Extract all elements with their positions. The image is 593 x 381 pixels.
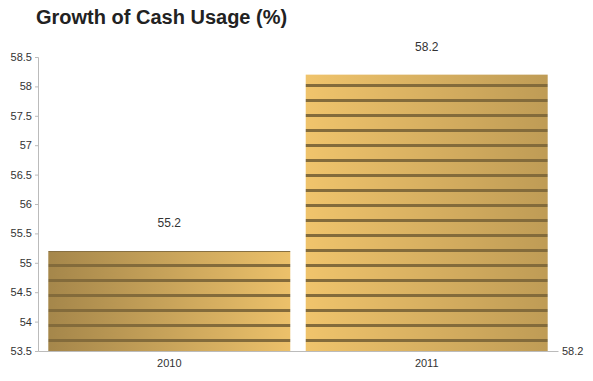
plot: 53.55454.55555.55656.55757.55858.5201020…: [11, 40, 584, 369]
y-tick-label: 56.5: [11, 169, 32, 181]
y-tick-mark: [35, 145, 38, 146]
y-tick-mark: [35, 116, 38, 117]
bar: [306, 75, 548, 351]
y-tick-label: 54: [20, 316, 32, 328]
chart-container: 53.55454.55555.55656.55757.55858.5201020…: [0, 0, 593, 381]
x-axis-line: [39, 351, 559, 352]
y-tick-mark: [35, 86, 38, 87]
chart-svg: 53.55454.55555.55656.55757.55858.5201020…: [0, 0, 593, 381]
y-tick: 54.5: [11, 286, 38, 298]
y-tick-mark: [35, 204, 38, 205]
data-label: 58.2: [415, 40, 439, 54]
bars: [48, 75, 547, 351]
y-tick: 54: [20, 316, 38, 328]
y-tick: 56.5: [11, 169, 38, 181]
x-axis: 2010 2011: [39, 351, 559, 369]
annotation: 58.2: [562, 345, 583, 357]
y-tick-label: 58.5: [11, 51, 32, 63]
y-tick-mark: [35, 263, 38, 264]
y-tick-label: 55: [20, 257, 32, 269]
y-tick-mark: [35, 351, 38, 352]
y-tick: 56: [20, 198, 38, 210]
y-tick: 58.5: [11, 51, 38, 63]
y-tick-mark: [35, 57, 38, 58]
data-labels: 55.2 58.2: [158, 40, 439, 230]
x-tick-label: 2010: [157, 357, 181, 369]
y-tick-mark: [35, 292, 38, 293]
x-tick-label: 2011: [415, 357, 439, 369]
y-tick-mark: [35, 233, 38, 234]
y-tick-label: 55.5: [11, 227, 32, 239]
y-axis-line: [35, 58, 39, 352]
y-tick-label: 54.5: [11, 286, 32, 298]
y-tick-label: 57.5: [11, 110, 32, 122]
y-tick-label: 53.5: [11, 345, 32, 357]
y-tick: 53.5: [11, 345, 38, 357]
y-tick: 58: [20, 80, 38, 92]
chart-title: Growth of Cash Usage (%): [36, 6, 287, 28]
y-tick-mark: [35, 322, 38, 323]
data-label: 55.2: [158, 216, 182, 230]
x-tick: 2011: [415, 351, 439, 369]
x-tick: 2010: [157, 351, 181, 369]
annotations: 58.2: [562, 345, 583, 357]
y-axis: 53.5 54 54.5 55 55.5 56 56.5 57 57.5 58 58.5: [11, 51, 39, 357]
y-tick-label: 58: [20, 80, 32, 92]
y-tick-label: 56: [20, 198, 32, 210]
y-tick: 55.5: [11, 227, 38, 239]
y-tick: 57.5: [11, 110, 38, 122]
y-tick: 57: [20, 139, 38, 151]
y-tick-mark: [35, 175, 38, 176]
y-tick: 55: [20, 257, 38, 269]
bar: [48, 251, 290, 351]
y-tick-label: 57: [20, 139, 32, 151]
